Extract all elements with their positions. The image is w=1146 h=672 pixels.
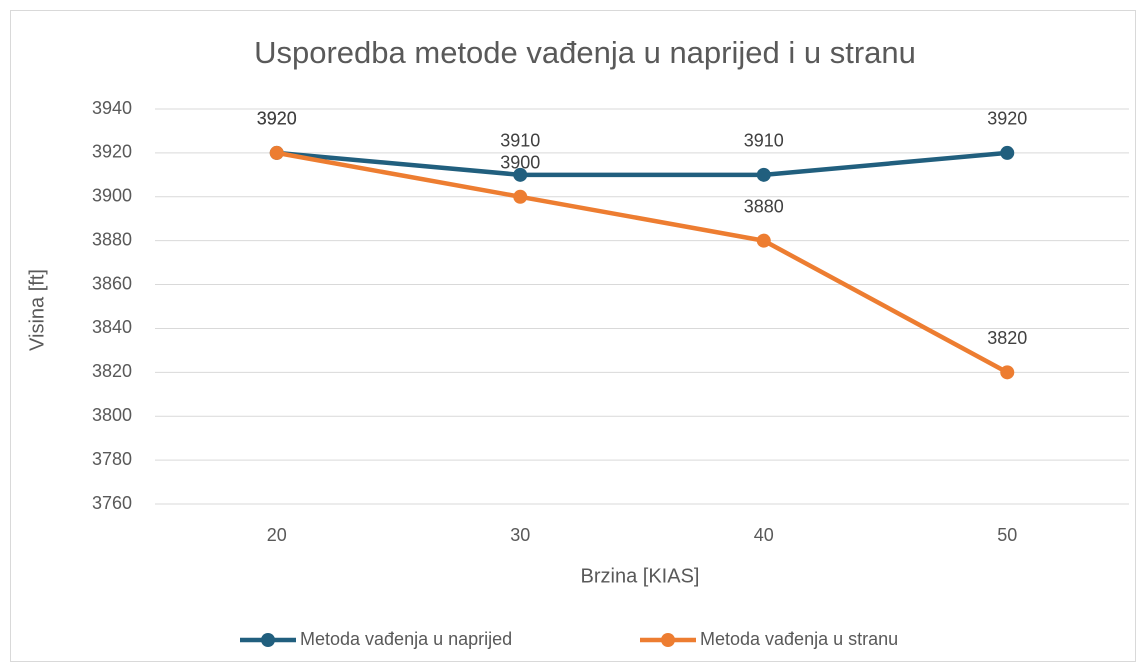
y-tick-label: 3840 (92, 317, 132, 337)
legend-label: Metoda vađenja u stranu (700, 629, 898, 649)
legend-label: Metoda vađenja u naprijed (300, 629, 512, 649)
marker (513, 189, 528, 204)
chart-border (10, 10, 1136, 662)
x-tick-label: 30 (510, 525, 530, 545)
data-label: 3920 (257, 109, 297, 129)
data-label: 3910 (500, 131, 540, 151)
data-label: 3820 (987, 328, 1027, 348)
legend: Metoda vađenja u naprijed Metoda vađenja … (240, 629, 898, 649)
legend-marker (261, 633, 275, 647)
grid: 3760 3780 3800 3820 3840 3860 3880 3900 3920 3940… (92, 98, 1129, 545)
y-tick-label: 3780 (92, 449, 132, 469)
series-line (274, 150, 1010, 178)
chart-title: Usporedba metode vađenja u naprijed i u … (254, 35, 916, 70)
y-tick-label: 3860 (92, 273, 132, 293)
marker (756, 233, 771, 248)
y-tick-label: 3920 (92, 142, 132, 162)
marker (1000, 145, 1015, 160)
data-label: 3880 (744, 196, 784, 216)
y-tick-label: 3900 (92, 186, 132, 206)
y-axis-title: Visina [ft] (26, 269, 48, 351)
data-label: 3910 (744, 131, 784, 151)
marker (269, 145, 284, 160)
data-label: 3900 (500, 153, 540, 173)
series-line (274, 150, 1010, 375)
y-tick-label: 3940 (92, 98, 132, 118)
marker (756, 167, 771, 182)
y-tick-label: 3820 (92, 361, 132, 381)
marker (1000, 365, 1015, 380)
x-tick-label: 20 (267, 525, 287, 545)
data-label: 3920 (257, 109, 297, 129)
marker (513, 167, 528, 182)
legend-marker (661, 633, 675, 647)
x-tick-label: 40 (754, 525, 774, 545)
y-tick-label: 3880 (92, 229, 132, 249)
x-axis-title: Brzina [KIAS] (581, 565, 700, 587)
y-tick-label: 3800 (92, 405, 132, 425)
data-label: 3920 (987, 109, 1027, 129)
y-tick-label: 3760 (92, 493, 132, 513)
x-tick-label: 50 (997, 525, 1017, 545)
